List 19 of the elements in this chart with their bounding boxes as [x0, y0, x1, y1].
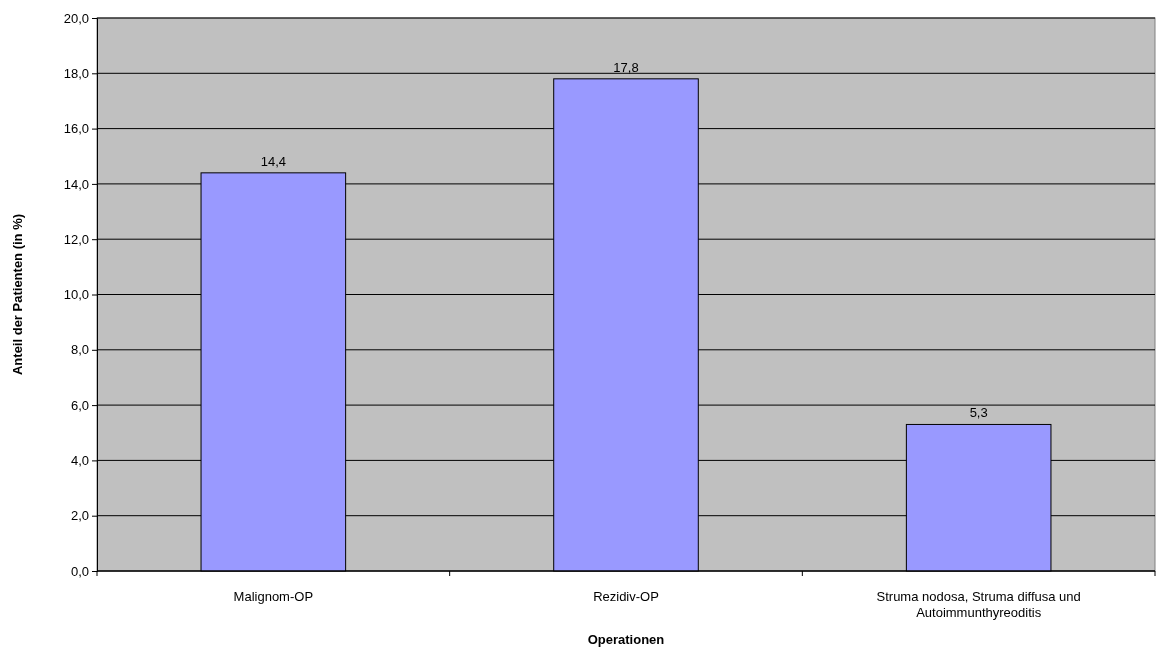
y-tick-label: 14,0: [63, 176, 89, 192]
y-tick-label: 10,0: [63, 287, 89, 303]
x-tick-label: Struma nodosa, Struma diffusa und Autoimmunthyreoditis: [876, 589, 1081, 620]
data-label: 14,4: [260, 153, 286, 169]
y-tick-label: 18,0: [63, 65, 89, 81]
y-tick-label: 4,0: [70, 453, 89, 469]
x-axis-title: Operationen: [587, 632, 665, 647]
y-tick-label: 20,0: [63, 10, 89, 26]
y-tick-label: 16,0: [63, 121, 89, 137]
x-tick-label: Malignom-OP: [233, 589, 314, 604]
y-tick-label: 12,0: [63, 231, 89, 247]
y-tick-label: 2,0: [70, 508, 89, 524]
y-tick-label: 8,0: [70, 342, 89, 358]
y-axis-title: Anteil der Patienten (in %): [10, 213, 25, 376]
y-tick-label: 6,0: [70, 397, 89, 413]
data-label: 17,8: [613, 59, 639, 75]
x-tick-label: Rezidiv-OP: [593, 589, 659, 604]
data-label: 5,3: [969, 405, 988, 421]
y-tick-label: 0,0: [70, 563, 89, 579]
